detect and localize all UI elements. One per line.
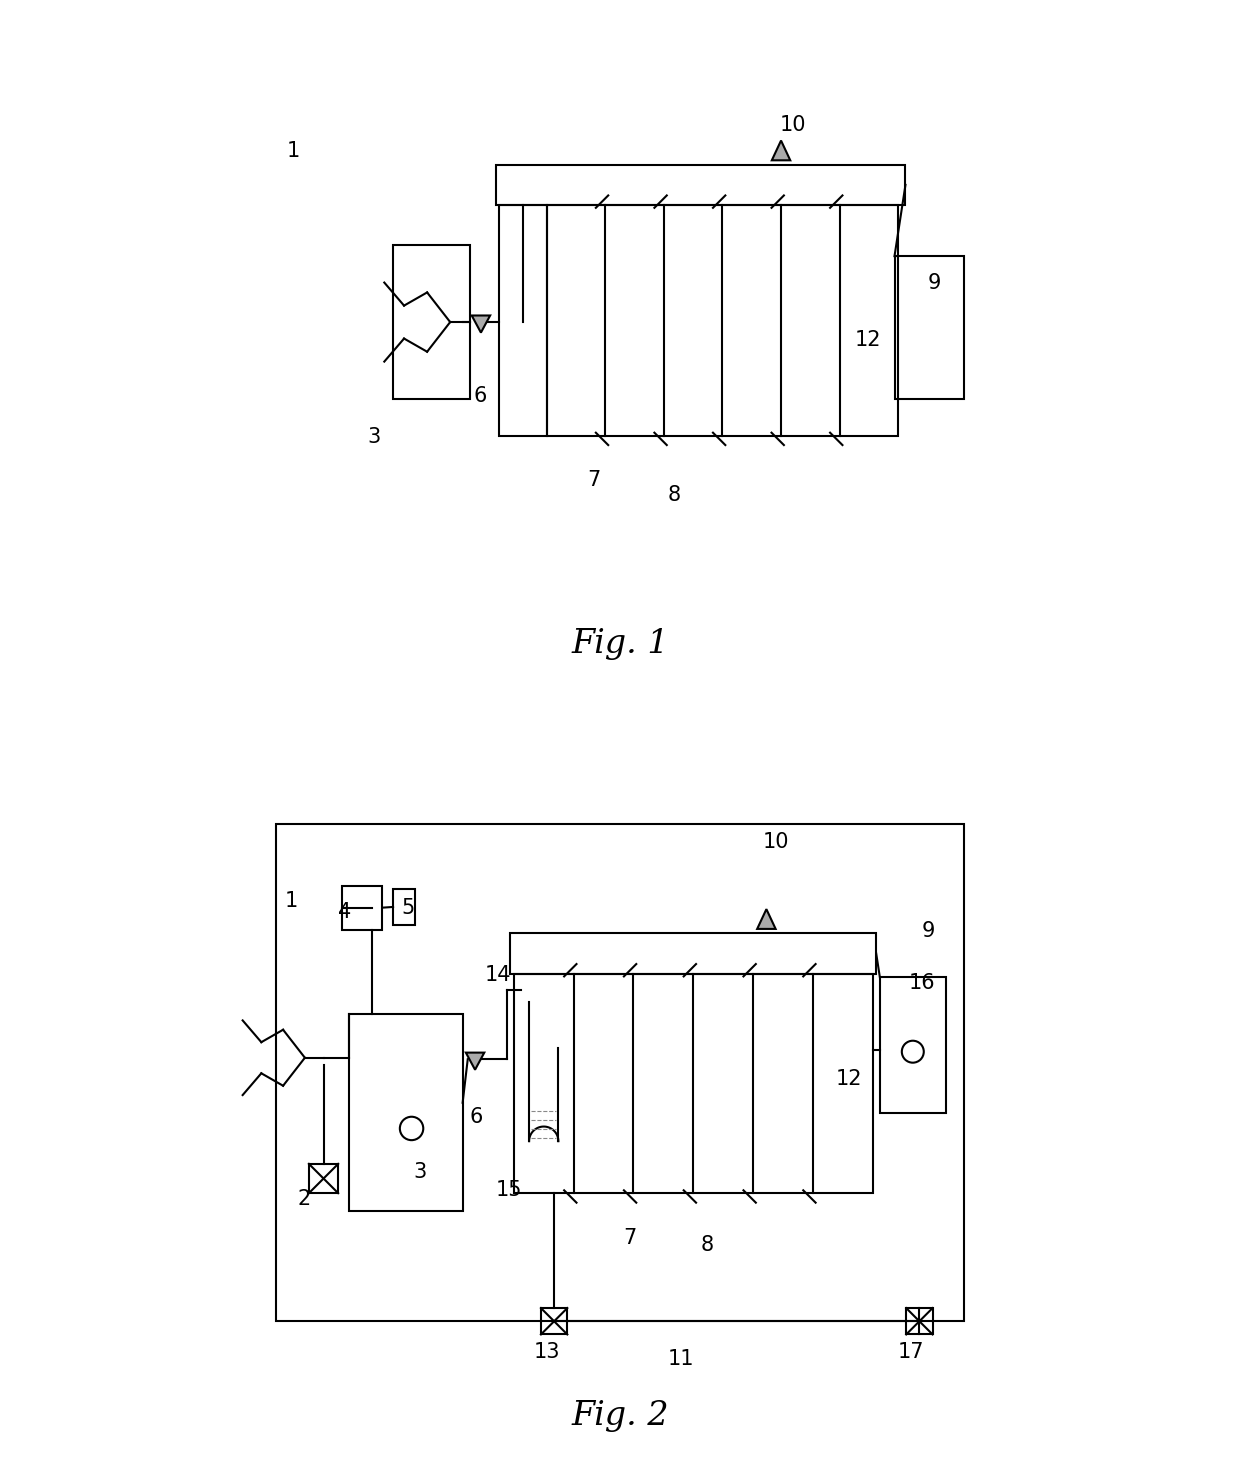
Bar (393, 889, 415, 925)
Bar (541, 1309, 567, 1335)
Text: Fig. 2: Fig. 2 (572, 1401, 668, 1432)
Text: 11: 11 (667, 1348, 694, 1369)
Bar (906, 1309, 932, 1335)
Text: Fig. 1: Fig. 1 (572, 628, 668, 660)
Text: 15: 15 (496, 1180, 522, 1200)
Text: 9: 9 (921, 921, 935, 941)
Bar (496, 165, 905, 205)
Text: 16: 16 (909, 974, 936, 993)
Text: 9: 9 (928, 272, 941, 293)
Polygon shape (771, 141, 790, 161)
Text: 7: 7 (587, 470, 600, 490)
Text: 1: 1 (286, 141, 300, 161)
Text: 14: 14 (485, 965, 511, 984)
Bar (350, 1013, 463, 1212)
Text: 6: 6 (474, 386, 487, 406)
Bar (880, 978, 946, 1113)
Text: 1: 1 (285, 892, 298, 911)
Bar (894, 256, 963, 400)
Bar (309, 1164, 339, 1193)
Bar (547, 205, 898, 436)
Polygon shape (466, 1053, 485, 1070)
Text: 10: 10 (780, 116, 806, 136)
Text: 8: 8 (667, 485, 681, 505)
Text: 7: 7 (624, 1228, 637, 1247)
Polygon shape (471, 316, 490, 332)
Bar (393, 244, 470, 400)
Polygon shape (758, 909, 776, 930)
Text: 3: 3 (414, 1162, 427, 1183)
Text: 17: 17 (898, 1341, 925, 1362)
Bar (510, 934, 877, 974)
Text: 2: 2 (298, 1189, 311, 1209)
Text: 12: 12 (854, 329, 880, 350)
Text: 10: 10 (763, 832, 789, 852)
Bar (500, 205, 547, 436)
Text: 13: 13 (533, 1341, 560, 1362)
Bar (342, 886, 382, 930)
Text: 3: 3 (367, 426, 381, 447)
Text: 4: 4 (339, 902, 351, 922)
Text: 12: 12 (836, 1069, 863, 1089)
Text: 8: 8 (701, 1236, 714, 1256)
Bar (277, 823, 963, 1321)
Text: 6: 6 (470, 1107, 484, 1127)
Bar (513, 974, 873, 1193)
Text: 5: 5 (402, 897, 415, 918)
